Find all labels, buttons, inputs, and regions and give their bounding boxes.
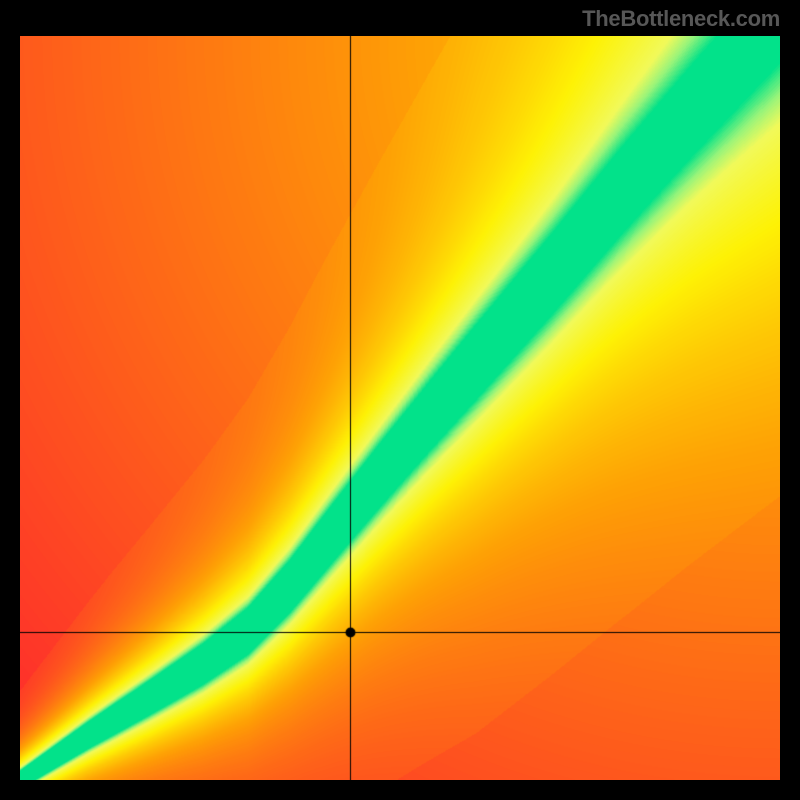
watermark-text: TheBottleneck.com [582,6,780,32]
heatmap-canvas [20,36,780,780]
chart-frame: { "watermark": { "text": "TheBottleneck.… [0,0,800,800]
